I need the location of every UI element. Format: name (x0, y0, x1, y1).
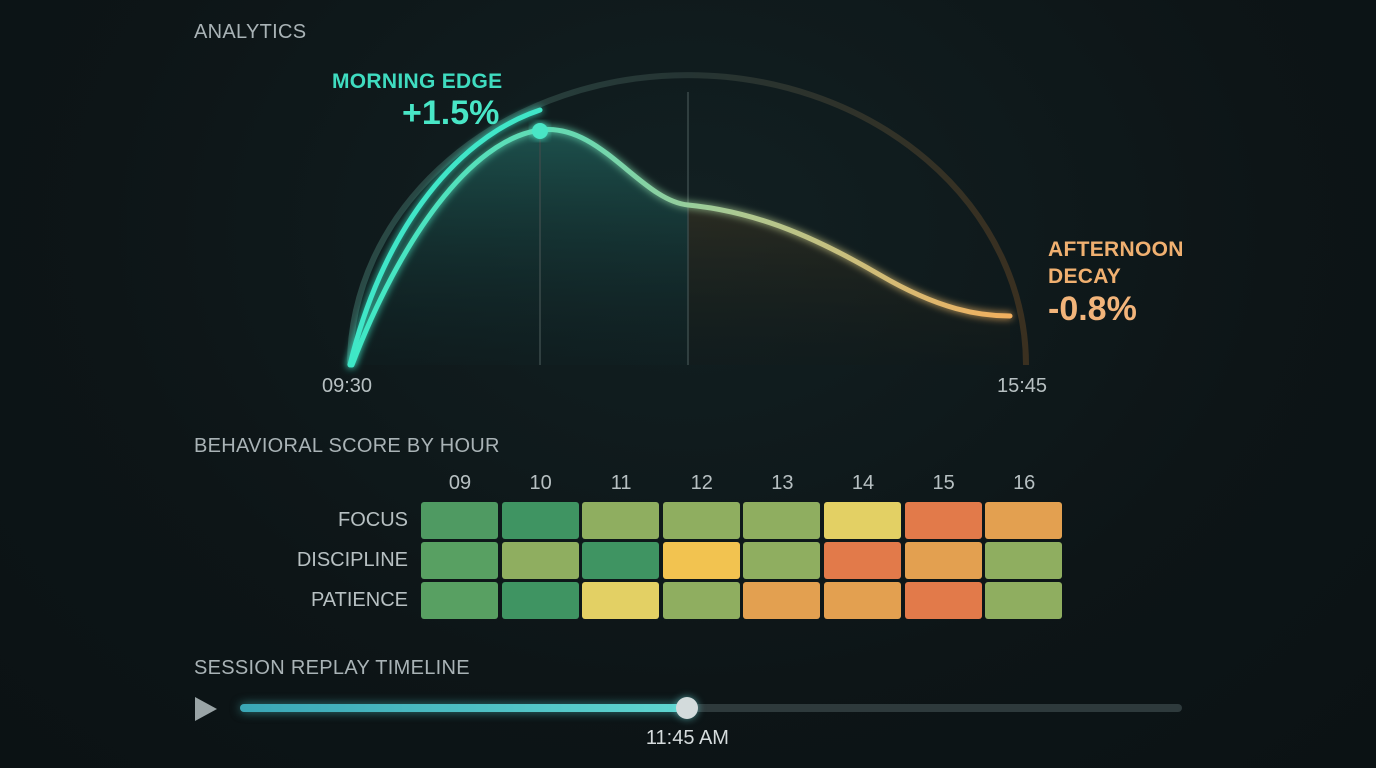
morning-fill-area (352, 129, 688, 365)
hour-label: 10 (529, 472, 552, 494)
heatmap-cell[interactable] (421, 502, 498, 539)
performance-curve (349, 127, 1013, 368)
replay-scrubber-handle[interactable] (676, 697, 699, 719)
afternoon-decay-value: -0.8% (1048, 290, 1137, 328)
heatmap-cell[interactable] (501, 582, 579, 619)
heatmap-cell[interactable] (582, 502, 660, 539)
session-arc-chart (347, 72, 1029, 368)
heatmap-cell[interactable] (421, 542, 498, 579)
hour-label: 13 (771, 472, 794, 494)
heatmap-cell[interactable] (662, 582, 740, 619)
heatmap-cell[interactable] (985, 582, 1063, 619)
hour-label: 11 (610, 472, 632, 494)
heatmap-cell[interactable] (743, 502, 821, 539)
session-replay-title: SESSION REPLAY TIMELINE (194, 657, 470, 679)
row-label-patience: PATIENCE (310, 589, 408, 611)
heatmap-cell[interactable] (904, 542, 982, 579)
hour-label: 15 (932, 472, 955, 494)
heatmap-cell[interactable] (421, 582, 498, 619)
heatmap-cell[interactable] (904, 582, 982, 619)
peak-marker (532, 123, 548, 139)
heatmap-cell[interactable] (582, 582, 660, 619)
heatmap-cell[interactable] (824, 582, 901, 619)
morning-edge-title: MORNING EDGE (332, 70, 503, 93)
session-start-time: 09:30 (322, 375, 373, 397)
behavioral-score-title: BEHAVIORAL SCORE BY HOUR (194, 435, 500, 457)
analytics-title: ANALYTICS (194, 21, 307, 43)
heatmap-cell[interactable] (743, 582, 821, 619)
heatmap-cell[interactable] (824, 502, 901, 539)
heatmap-cell[interactable] (985, 502, 1063, 539)
heatmap-cell[interactable] (824, 542, 901, 579)
heatmap-cell[interactable] (985, 542, 1063, 579)
row-label-discipline: DISCIPLINE (296, 549, 408, 571)
hour-label: 12 (690, 472, 713, 494)
play-icon (195, 697, 217, 721)
afternoon-fill-area (688, 205, 1010, 365)
heatmap-cell[interactable] (501, 502, 579, 539)
replay-progress-fill (240, 704, 688, 712)
hour-label: 16 (1013, 472, 1036, 494)
heatmap-cell[interactable] (743, 542, 821, 579)
replay-current-time: 11:45 AM (645, 727, 729, 749)
heatmap-cell[interactable] (582, 542, 660, 579)
play-button[interactable] (193, 696, 219, 722)
heatmap-cell[interactable] (662, 502, 740, 539)
hour-label: 09 (448, 472, 472, 494)
morning-edge-arc (347, 107, 543, 368)
heatmap-cell[interactable] (501, 542, 579, 579)
session-end-time: 15:45 (997, 375, 1048, 397)
hour-label: 14 (851, 472, 875, 494)
heatmap-cell[interactable] (662, 542, 740, 579)
afternoon-decay-title: AFTERNOON DECAY (1048, 238, 1184, 288)
replay-timeline-track[interactable] (240, 697, 1182, 719)
heatmap-cell[interactable] (904, 502, 982, 539)
row-label-focus: FOCUS (338, 509, 408, 531)
morning-edge-value: +1.5% (402, 94, 500, 132)
outer-arc (347, 72, 1029, 366)
